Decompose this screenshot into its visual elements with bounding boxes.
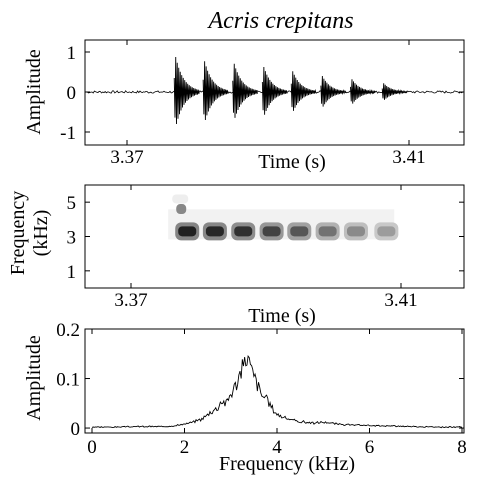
waveform-pulse-1 — [173, 56, 200, 125]
spectrum-ytick-label: 0 — [71, 419, 81, 440]
waveform-ytick-label: 0 — [67, 83, 77, 104]
spectrum-xtick-label: 0 — [87, 437, 97, 458]
spectrogram-pulse — [262, 226, 281, 237]
waveform-trace — [85, 56, 464, 125]
spectrum-ytick-label: 0.1 — [56, 370, 80, 391]
spectrum-ylabel: Amplitude — [23, 335, 45, 421]
spectrum-frame — [84, 328, 465, 434]
waveform-xtick-label: 3.37 — [110, 147, 143, 168]
spectrogram-xtick-label: 3.41 — [384, 290, 417, 311]
waveform-ytick-label: 1 — [67, 43, 77, 64]
spectrum-xtick-label: 8 — [457, 437, 467, 458]
chart-title: Acris crepitans — [206, 8, 353, 34]
spectrogram-ytick-label: 5 — [67, 193, 77, 214]
spectrum-xtick-label: 2 — [180, 437, 190, 458]
waveform-pulse-7 — [350, 79, 376, 104]
waveform-pulse-3 — [232, 63, 258, 118]
spectrogram-harmonic — [176, 204, 187, 215]
waveform-xlabel: Time (s) — [258, 151, 326, 173]
waveform-panel: 1 0 -1 3.37 3.41 Amplitude Time (s) — [23, 39, 465, 173]
spectrogram-ylabel-line2: (kHz) — [30, 210, 52, 257]
spectrogram-harmonic-halo — [172, 194, 189, 204]
spectrogram-xtick-label: 3.37 — [114, 290, 147, 311]
spectrogram-ylabel-line1: Frequency — [7, 191, 29, 275]
waveform-pulse-6 — [320, 75, 347, 107]
spectrogram-xlabel: Time (s) — [248, 305, 316, 327]
spectrum-xlabel: Frequency (kHz) — [219, 453, 355, 475]
spectrum-panel: 0.2 0.1 00 2 4 6 8 Amplitude Frequency (kHz) — [23, 320, 467, 475]
waveform-pulse-8 — [381, 83, 408, 100]
waveform-ylabel: Amplitude — [23, 49, 45, 135]
waveform-ytick-label: -1 — [60, 123, 76, 144]
spectrogram-pulse — [346, 226, 365, 237]
waveform-xtick-label: 3.41 — [392, 147, 425, 168]
spectrogram-ytick-label: 1 — [67, 262, 77, 283]
waveform-pulse-5 — [290, 71, 317, 111]
spectrum-xtick-label: 6 — [365, 437, 375, 458]
spectrogram-marks — [168, 194, 399, 241]
spectrum-line — [91, 355, 463, 429]
spectrogram-pulse — [377, 226, 396, 237]
spectrogram-pulse — [318, 226, 337, 237]
spectrogram-ytick-label: 3 — [67, 228, 77, 249]
spectrogram-pulse — [178, 226, 197, 237]
spectrum-ytick-label: 0.2 — [56, 320, 80, 341]
waveform-pulse-2 — [202, 61, 229, 121]
spectrogram-pulse — [290, 226, 309, 237]
spectrogram-pulse — [205, 226, 224, 237]
spectrogram-panel: 5 3 1 3.37 3.41 Frequency (kHz) Time (s) — [7, 184, 465, 327]
spectrum-xtick-label: 4 — [272, 437, 282, 458]
waveform-pulse-4 — [261, 66, 288, 115]
spectrogram-pulse — [234, 226, 253, 237]
